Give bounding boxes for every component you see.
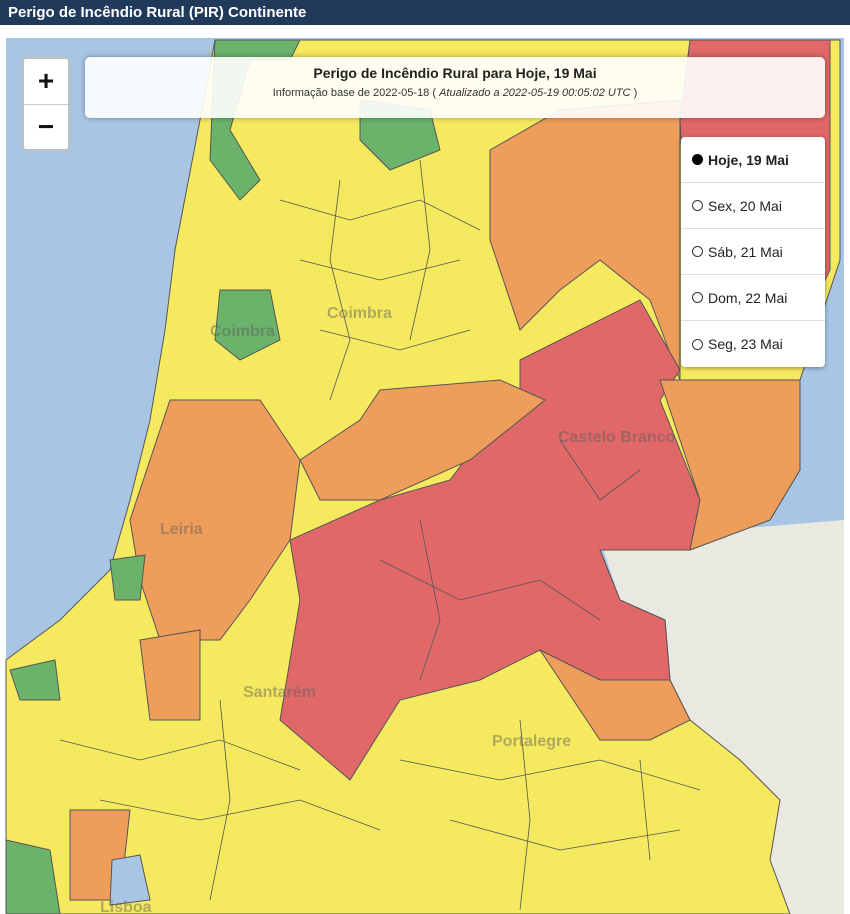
borders xyxy=(59,159,701,911)
region-reduced[interactable] xyxy=(214,289,281,361)
place-label: Coimbra xyxy=(210,323,275,340)
day-option[interactable]: Sex, 20 Mai xyxy=(681,183,825,229)
place-labels: Coimbra Coimbra Leiria Castelo Branco Sa… xyxy=(100,305,676,914)
region-high[interactable] xyxy=(139,629,201,721)
day-option[interactable]: Dom, 22 Mai xyxy=(681,275,825,321)
region-high[interactable] xyxy=(129,399,301,641)
day-label: Sex, 20 Mai xyxy=(708,197,782,214)
place-label: Lisboa xyxy=(100,899,152,914)
spain xyxy=(600,520,844,914)
day-option[interactable]: Seg, 23 Mai xyxy=(681,321,825,367)
day-option[interactable]: Hoje, 19 Mai xyxy=(681,137,825,183)
place-label: Santarém xyxy=(243,684,316,701)
radio-button[interactable] xyxy=(692,200,703,211)
region-high[interactable] xyxy=(299,379,546,501)
place-label: Portalegre xyxy=(492,733,571,750)
radio-button[interactable] xyxy=(692,246,703,257)
place-label: Coimbra xyxy=(327,305,392,322)
info-subtitle: Informação base de 2022-05-18 ( Atualiza… xyxy=(85,87,825,99)
river xyxy=(109,854,151,906)
radio-button[interactable] xyxy=(692,154,703,165)
info-panel: Perigo de Incêndio Rural para Hoje, 19 M… xyxy=(85,57,825,118)
region-high[interactable] xyxy=(538,648,691,741)
region-reduced[interactable] xyxy=(5,839,61,914)
info-base: Informação base de 2022-05-18 ( xyxy=(272,87,437,99)
info-updated: Atualizado a 2022-05-19 00:05:02 UTC xyxy=(439,87,631,99)
region-reduced[interactable] xyxy=(9,659,61,701)
day-label: Sáb, 21 Mai xyxy=(708,243,783,260)
day-label: Dom, 22 Mai xyxy=(708,289,788,306)
region-high[interactable] xyxy=(659,379,801,551)
radio-button[interactable] xyxy=(692,292,703,303)
zoom-control: + − xyxy=(22,57,70,151)
day-label: Seg, 23 Mai xyxy=(708,336,783,352)
zoom-out-button[interactable]: − xyxy=(24,104,68,150)
radio-button[interactable] xyxy=(692,338,703,350)
info-title: Perigo de Incêndio Rural para Hoje, 19 M… xyxy=(313,65,597,81)
place-label: Leiria xyxy=(160,521,203,538)
header-title: Perigo de Incêndio Rural (PIR) Continent… xyxy=(0,0,850,25)
zoom-in-button[interactable]: + xyxy=(37,65,55,96)
day-option[interactable]: Sáb, 21 Mai xyxy=(681,229,825,275)
region-reduced[interactable] xyxy=(109,554,146,601)
place-label: Castelo Branco xyxy=(558,429,676,446)
day-label: Hoje, 19 Mai xyxy=(708,151,789,168)
info-close: ) xyxy=(633,87,638,99)
day-selector: Hoje, 19 Mai Sex, 20 Mai Sáb, 21 Mai Dom, 2… xyxy=(681,137,825,367)
